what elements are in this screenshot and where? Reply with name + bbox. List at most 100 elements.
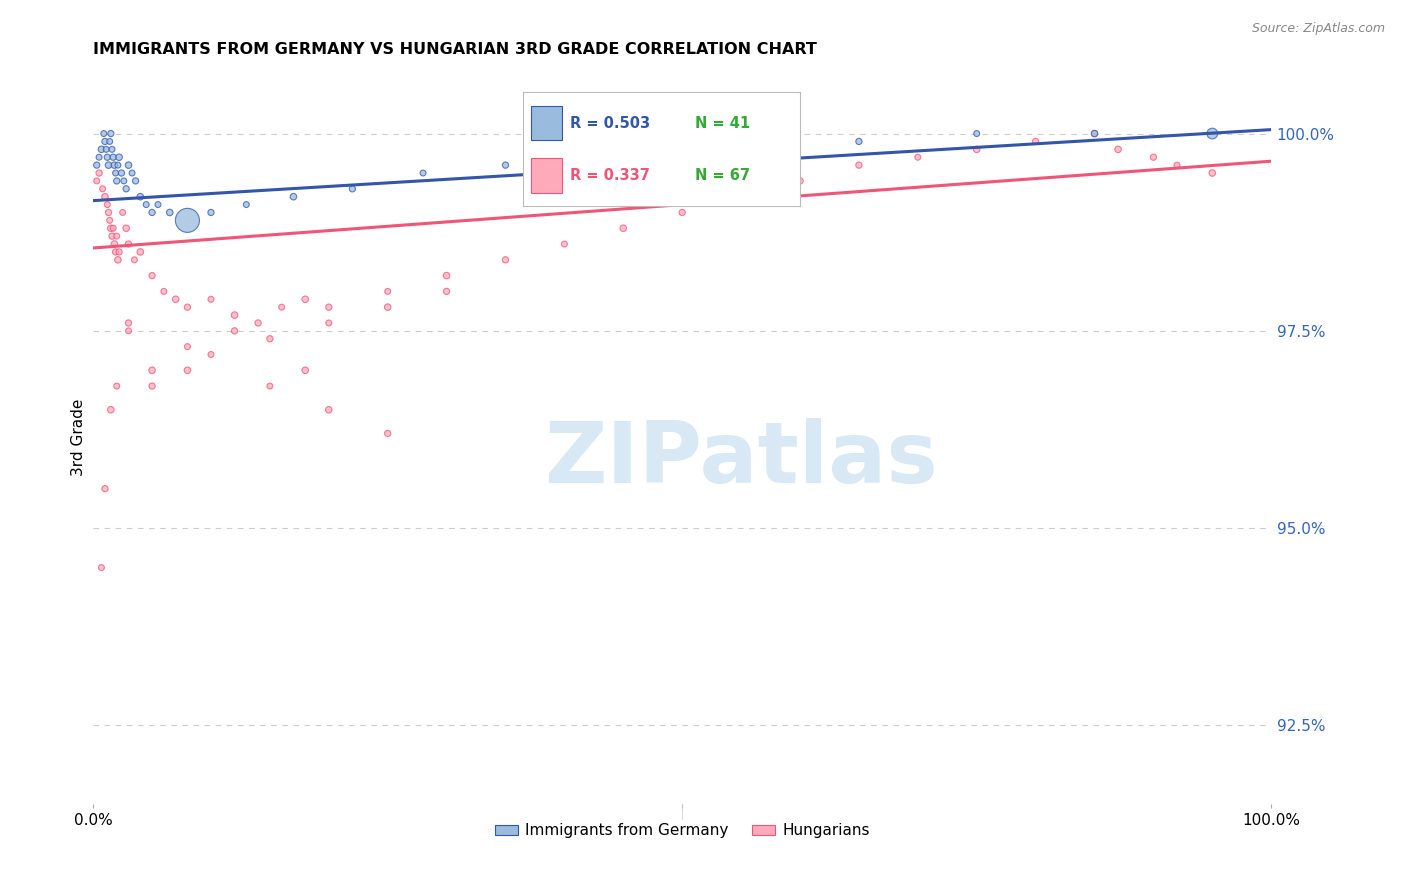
Point: [1025, 135, 1047, 149]
Point: [87, 166, 110, 180]
Point: [117, 237, 139, 252]
Point: [1083, 127, 1105, 141]
Point: [115, 182, 138, 196]
Point: [94, 190, 117, 204]
Point: [108, 244, 131, 259]
Point: [318, 300, 340, 314]
Point: [141, 205, 163, 219]
Point: [103, 150, 125, 164]
Point: [966, 142, 988, 156]
Point: [87, 150, 110, 164]
Point: [377, 426, 399, 441]
Point: [96, 197, 118, 211]
Point: [94, 482, 117, 496]
Point: [97, 205, 120, 219]
Point: [105, 379, 128, 393]
Point: [135, 197, 157, 211]
Point: [342, 182, 364, 196]
Point: [107, 252, 129, 267]
Point: [101, 229, 124, 244]
Y-axis label: 3rd Grade: 3rd Grade: [72, 399, 86, 476]
Point: [294, 293, 316, 307]
Point: [259, 332, 281, 346]
Point: [200, 293, 222, 307]
Point: [730, 142, 752, 156]
Point: [94, 142, 117, 156]
Point: [412, 166, 434, 180]
Point: [247, 316, 270, 330]
Point: [108, 150, 131, 164]
Point: [107, 158, 129, 172]
Point: [97, 158, 120, 172]
Text: ZIPatlas: ZIPatlas: [544, 417, 938, 501]
Point: [730, 190, 752, 204]
Point: [176, 213, 198, 227]
Point: [117, 316, 139, 330]
Legend: Immigrants from Germany, Hungarians: Immigrants from Germany, Hungarians: [489, 817, 876, 845]
Point: [90, 560, 112, 574]
Point: [141, 379, 163, 393]
Point: [1142, 150, 1164, 164]
Point: [200, 347, 222, 361]
Point: [104, 244, 127, 259]
Point: [117, 158, 139, 172]
Point: [966, 127, 988, 141]
Point: [1107, 142, 1129, 156]
Point: [436, 268, 458, 283]
Point: [259, 379, 281, 393]
Point: [436, 285, 458, 299]
Point: [612, 221, 634, 235]
Point: [553, 237, 575, 252]
Point: [117, 324, 139, 338]
Point: [124, 252, 146, 267]
Point: [98, 213, 121, 227]
Point: [112, 174, 135, 188]
Point: [124, 174, 146, 188]
Point: [90, 142, 112, 156]
Point: [907, 150, 929, 164]
Point: [612, 150, 634, 164]
Point: [224, 324, 246, 338]
Point: [96, 150, 118, 164]
Point: [103, 158, 125, 172]
Point: [176, 300, 198, 314]
Point: [294, 363, 316, 377]
Point: [377, 285, 399, 299]
Point: [495, 158, 517, 172]
Point: [100, 127, 122, 141]
Point: [141, 268, 163, 283]
Point: [98, 135, 121, 149]
Point: [129, 244, 152, 259]
Point: [200, 205, 222, 219]
Point: [1166, 158, 1188, 172]
Point: [91, 182, 114, 196]
Point: [318, 402, 340, 417]
Point: [377, 300, 399, 314]
Point: [94, 135, 117, 149]
Point: [153, 285, 176, 299]
Text: IMMIGRANTS FROM GERMANY VS HUNGARIAN 3RD GRADE CORRELATION CHART: IMMIGRANTS FROM GERMANY VS HUNGARIAN 3RD…: [93, 42, 817, 57]
Point: [235, 197, 257, 211]
Point: [1201, 166, 1223, 180]
Point: [176, 340, 198, 354]
Point: [176, 363, 198, 377]
Point: [159, 205, 181, 219]
Point: [129, 190, 152, 204]
Point: [848, 135, 870, 149]
Point: [318, 316, 340, 330]
Point: [1083, 127, 1105, 141]
Point: [110, 166, 132, 180]
Point: [103, 221, 125, 235]
Point: [103, 237, 125, 252]
Point: [224, 308, 246, 322]
Point: [789, 174, 811, 188]
Point: [165, 293, 187, 307]
Point: [495, 252, 517, 267]
Point: [283, 190, 305, 204]
Point: [86, 158, 108, 172]
Point: [141, 363, 163, 377]
Point: [105, 174, 128, 188]
Point: [104, 166, 127, 180]
Point: [105, 229, 128, 244]
Point: [111, 205, 134, 219]
